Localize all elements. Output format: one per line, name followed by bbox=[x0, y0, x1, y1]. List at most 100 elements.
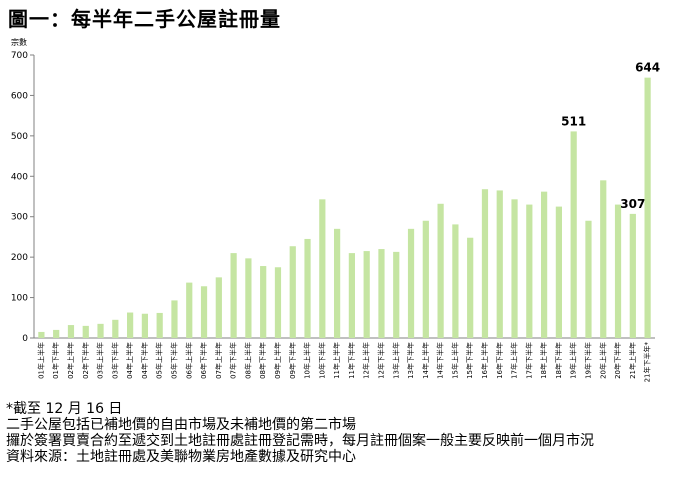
bar bbox=[526, 204, 533, 338]
x-tick-label: 05年下半年 bbox=[169, 342, 178, 379]
bar-chart: 宗數 0 100 200 300 400 500 600 700 511 307 644 01年上… bbox=[11, 37, 660, 383]
y-tick-label: 400 bbox=[11, 172, 28, 182]
footnote-definition: 二手公屋包括已補地價的自由市場及未補地價的第二市場 bbox=[6, 417, 356, 433]
bar bbox=[496, 190, 503, 338]
bar-series bbox=[38, 77, 651, 338]
chart-title: 圖一：每半年二手公屋註冊量 bbox=[8, 7, 281, 31]
x-tick-label: 07年上半年 bbox=[214, 342, 223, 379]
x-tick-label: 12年上半年 bbox=[362, 342, 371, 379]
bar bbox=[437, 203, 444, 338]
bar bbox=[570, 131, 577, 338]
bar bbox=[141, 313, 148, 338]
y-tick-label: 600 bbox=[11, 91, 28, 101]
y-axis: 0 100 200 300 400 500 600 700 bbox=[11, 51, 655, 344]
y-tick-label: 500 bbox=[11, 132, 28, 142]
footnote-source: 資料來源：土地註冊處及美聯物業房地產數據及研究中心 bbox=[6, 449, 356, 465]
bar bbox=[319, 199, 326, 338]
x-tick-label: 02年上半年 bbox=[66, 342, 75, 379]
bar bbox=[629, 213, 636, 338]
x-tick-label: 19年下半年 bbox=[583, 342, 592, 379]
bar bbox=[511, 199, 518, 338]
bar bbox=[363, 251, 370, 338]
x-tick-label: 21年上半年 bbox=[628, 342, 637, 379]
footnotes: *截至 12 月 16 日 二手公屋包括已補地價的自由市場及未補地價的第二市場 … bbox=[6, 401, 594, 465]
x-tick-label: 14年下半年 bbox=[436, 342, 445, 379]
x-tick-label: 15年下半年 bbox=[465, 342, 474, 379]
bar bbox=[53, 329, 60, 338]
bar bbox=[555, 206, 562, 338]
bar bbox=[393, 251, 400, 338]
bar bbox=[127, 312, 134, 338]
bar bbox=[452, 224, 459, 338]
bar bbox=[112, 319, 119, 338]
bar bbox=[407, 228, 415, 338]
bar bbox=[245, 258, 252, 338]
bar bbox=[600, 180, 607, 338]
x-tick-label: 07年下半年 bbox=[229, 342, 238, 379]
x-tick-label: 03年上半年 bbox=[96, 342, 105, 379]
bar bbox=[467, 237, 474, 338]
bar bbox=[274, 267, 282, 338]
x-tick-label: 06年上半年 bbox=[184, 342, 193, 379]
bar bbox=[186, 282, 193, 338]
bar bbox=[289, 246, 296, 338]
data-label: 307 bbox=[620, 197, 645, 211]
bar bbox=[481, 189, 489, 338]
x-tick-label: 09年上半年 bbox=[273, 342, 282, 379]
x-tick-label: 17年上半年 bbox=[510, 342, 519, 379]
bar bbox=[585, 220, 592, 338]
x-tick-label: 06年下半年 bbox=[199, 342, 208, 379]
y-tick-label: 100 bbox=[11, 294, 28, 304]
x-tick-label: 08年上半年 bbox=[243, 342, 252, 379]
y-tick-label: 0 bbox=[22, 334, 28, 344]
data-labels: 511 307 644 bbox=[561, 61, 660, 211]
x-tick-label: 19年上半年 bbox=[569, 342, 578, 379]
y-tick-label: 700 bbox=[11, 51, 28, 61]
x-tick-label: 20年上半年 bbox=[598, 342, 607, 379]
x-tick-label: 04年上半年 bbox=[125, 342, 134, 379]
bar bbox=[348, 253, 355, 338]
bar bbox=[334, 228, 341, 338]
y-tick-label: 300 bbox=[11, 213, 28, 223]
x-tick-label: 02年下半年 bbox=[81, 342, 90, 379]
x-tick-label: 10年上半年 bbox=[303, 342, 312, 379]
x-tick-label: 18年上半年 bbox=[539, 342, 548, 379]
bar bbox=[97, 323, 104, 338]
x-tick-label: 11年上半年 bbox=[332, 342, 341, 379]
data-label: 644 bbox=[635, 61, 660, 75]
y-tick-label: 200 bbox=[11, 253, 28, 263]
bar bbox=[541, 191, 548, 338]
x-tick-label: 03年下半年 bbox=[110, 342, 119, 379]
bar bbox=[304, 238, 311, 338]
bar bbox=[614, 204, 622, 338]
x-tick-label: 01年下半年 bbox=[51, 342, 60, 379]
x-tick-label: 13年上半年 bbox=[391, 342, 400, 379]
footnote-date: *截至 12 月 16 日 bbox=[6, 401, 123, 417]
x-tick-label: 05年上半年 bbox=[155, 342, 164, 379]
data-label: 511 bbox=[561, 114, 586, 128]
footnote-timing: 攞於簽署買賣合約至遞交到土地註冊處註冊登記需時，每月註冊個案一般主要反映前一個月… bbox=[6, 433, 594, 449]
x-tick-label: 09年下半年 bbox=[288, 342, 297, 379]
bar bbox=[67, 325, 75, 338]
bar bbox=[422, 220, 429, 338]
x-tick-label: 17年下半年 bbox=[524, 342, 533, 379]
bar bbox=[644, 77, 651, 338]
x-tick-label: 20年下半年 bbox=[613, 342, 622, 379]
bar bbox=[200, 286, 208, 338]
x-tick-label: 10年下半年 bbox=[317, 342, 326, 379]
x-tick-label: 08年下半年 bbox=[258, 342, 267, 379]
bar bbox=[378, 249, 385, 338]
x-tick-label: 13年下半年 bbox=[406, 342, 415, 379]
x-tick-label: 01年上半年 bbox=[36, 342, 45, 379]
bar bbox=[82, 325, 89, 338]
x-tick-label: 14年上半年 bbox=[421, 342, 430, 379]
y-axis-label: 宗數 bbox=[11, 37, 27, 47]
x-tick-label: 16年上半年 bbox=[480, 342, 489, 379]
x-tick-label: 21年下半年* bbox=[643, 342, 652, 383]
bar bbox=[171, 300, 178, 338]
bar bbox=[260, 266, 267, 338]
bar bbox=[215, 277, 222, 338]
x-axis: 01年上半年 01年下半年 02年上半年 02年下半年 03年上半年 03年下半年 04年上… bbox=[36, 342, 651, 383]
bar bbox=[230, 253, 237, 338]
x-tick-label: 16年下半年 bbox=[495, 342, 504, 379]
